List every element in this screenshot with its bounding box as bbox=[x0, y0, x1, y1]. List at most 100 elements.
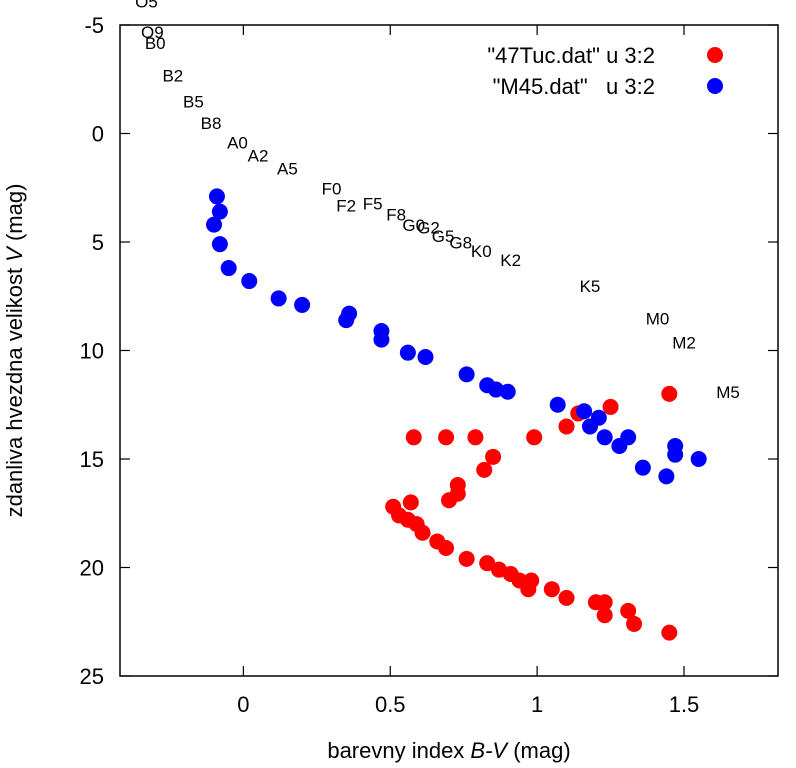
y-axis-label-unit: (mag) bbox=[2, 184, 27, 248]
legend-label-m45: "M45.dat" u 3:2 bbox=[493, 74, 655, 99]
y-tick-label: 0 bbox=[92, 122, 104, 147]
data-point bbox=[211, 236, 228, 253]
spectral-type-label: B8 bbox=[201, 114, 222, 133]
spectral-type-label: A0 bbox=[227, 134, 248, 153]
spectral-type-label: M5 bbox=[716, 383, 740, 402]
spectral-type-label: B5 bbox=[183, 92, 204, 111]
data-point bbox=[690, 451, 707, 467]
data-point bbox=[611, 437, 628, 454]
data-point bbox=[467, 429, 484, 446]
data-point bbox=[206, 216, 222, 233]
spectral-type-label: G8 bbox=[449, 234, 472, 253]
data-point bbox=[558, 418, 575, 435]
spectral-type-label: F0 bbox=[322, 179, 342, 198]
y-tick-label: 10 bbox=[80, 339, 104, 364]
legend-marker-47tuc bbox=[707, 47, 723, 63]
data-point bbox=[479, 555, 496, 572]
data-point bbox=[543, 581, 560, 598]
legend-marker-m45 bbox=[707, 78, 723, 94]
data-point bbox=[294, 296, 311, 313]
y-tick-label: 5 bbox=[92, 230, 104, 255]
data-point bbox=[211, 203, 228, 220]
data-point bbox=[667, 446, 684, 463]
x-tick-label: 1 bbox=[531, 692, 543, 717]
spectral-type-label: G5 bbox=[432, 227, 455, 246]
y-tick-label: -5 bbox=[84, 13, 104, 38]
data-point bbox=[626, 615, 643, 632]
data-point bbox=[373, 331, 390, 348]
data-point bbox=[596, 594, 613, 611]
data-point bbox=[438, 539, 455, 556]
data-point bbox=[220, 260, 237, 277]
data-point bbox=[634, 459, 651, 476]
data-point bbox=[417, 349, 434, 366]
data-point bbox=[549, 396, 566, 413]
spectral-type-label: F5 bbox=[363, 194, 383, 213]
spectral-type-label: G2 bbox=[417, 218, 440, 237]
data-point bbox=[658, 468, 675, 485]
data-point bbox=[661, 385, 678, 402]
data-point bbox=[526, 429, 543, 446]
data-point bbox=[438, 429, 455, 446]
spectral-type-label: G0 bbox=[402, 216, 425, 235]
data-point bbox=[620, 602, 637, 619]
data-point bbox=[582, 418, 598, 435]
marks-layer bbox=[206, 188, 707, 641]
data-point bbox=[441, 492, 457, 509]
data-point bbox=[399, 344, 416, 361]
spectral-type-label: B0 bbox=[145, 34, 166, 53]
data-point bbox=[596, 607, 613, 624]
spectral-type-label: A5 bbox=[277, 160, 298, 179]
data-point bbox=[405, 429, 422, 446]
x-axis-label-quantity: B-V bbox=[470, 738, 509, 763]
data-point bbox=[499, 383, 516, 400]
y-tick-label: 15 bbox=[80, 447, 104, 472]
data-point bbox=[520, 581, 537, 598]
data-point bbox=[458, 366, 475, 383]
legend: "47Tuc.dat" u 3:2 "M45.dat" u 3:2 bbox=[487, 43, 723, 99]
x-axis-label-prefix: barevny index bbox=[327, 738, 470, 763]
spectral-type-label: F2 bbox=[336, 197, 356, 216]
data-point bbox=[270, 290, 287, 307]
data-point bbox=[596, 429, 613, 446]
series-47tuc bbox=[385, 385, 678, 641]
spectral-type-label: B2 bbox=[162, 66, 183, 85]
y-axis-label-prefix: zdanliva hvezdna velikost bbox=[2, 262, 27, 518]
y-tick-label: 25 bbox=[80, 664, 104, 689]
data-point bbox=[458, 550, 475, 567]
y-tick-label: 20 bbox=[80, 556, 104, 581]
ticks-layer: 0 0.5 1 1.5 -5 0 5 10 15 20 25 bbox=[80, 13, 778, 717]
data-point bbox=[338, 312, 355, 329]
x-tick-label: 0.5 bbox=[375, 692, 406, 717]
data-point bbox=[661, 624, 678, 641]
data-point bbox=[476, 461, 493, 478]
spectral-type-label: F8 bbox=[386, 205, 406, 224]
data-point bbox=[414, 524, 431, 541]
plot-frame bbox=[119, 24, 779, 677]
data-point bbox=[485, 448, 502, 465]
spectral-type-label: M2 bbox=[672, 333, 696, 352]
spectral-type-label: K2 bbox=[500, 251, 521, 270]
spectral-type-label: K0 bbox=[471, 242, 492, 261]
spectral-type-label: O5 bbox=[135, 0, 158, 12]
y-axis-label: zdanliva hvezdna velikost V (mag) bbox=[2, 184, 27, 518]
spectral-type-label: O9 bbox=[141, 23, 164, 42]
spectral-type-label: K5 bbox=[580, 277, 601, 296]
data-point bbox=[241, 273, 258, 290]
x-axis-label: barevny index B-V (mag) bbox=[327, 738, 570, 763]
spectral-type-label: M0 bbox=[646, 309, 670, 328]
spectral-type-label: A2 bbox=[248, 147, 269, 166]
x-tick-label: 0 bbox=[237, 692, 249, 717]
data-point bbox=[558, 589, 575, 606]
data-point bbox=[208, 188, 225, 205]
data-point bbox=[602, 398, 619, 415]
x-axis-label-unit: (mag) bbox=[507, 738, 571, 763]
data-point bbox=[402, 494, 419, 511]
series-m45 bbox=[206, 188, 707, 485]
y-axis-label-quantity: V bbox=[2, 245, 27, 262]
data-point bbox=[576, 403, 593, 420]
legend-label-47tuc: "47Tuc.dat" u 3:2 bbox=[487, 43, 655, 68]
x-tick-label: 1.5 bbox=[669, 692, 700, 717]
